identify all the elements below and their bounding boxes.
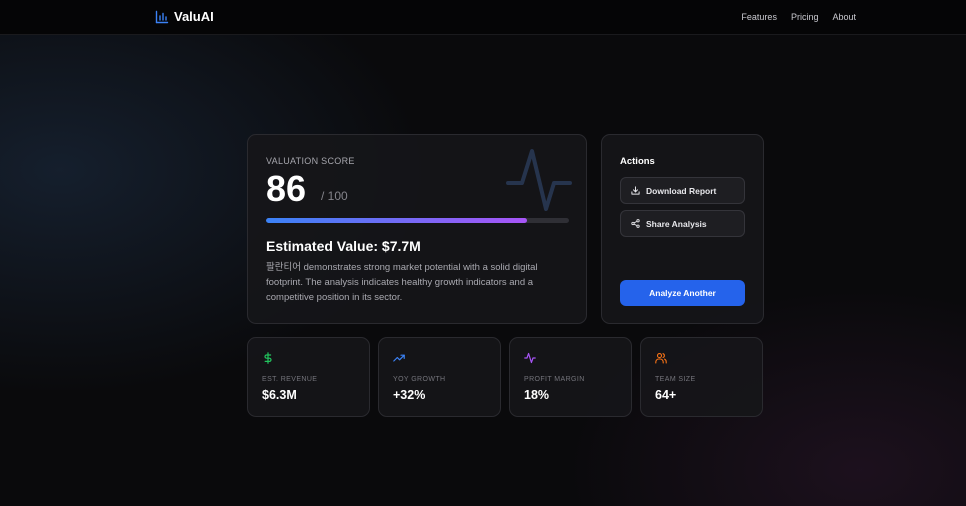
score-progress-bar <box>266 218 569 223</box>
valuation-score-card: VALUATION SCORE 86 / 100 Estimated Value… <box>247 134 587 324</box>
download-icon <box>631 186 640 195</box>
stat-card-growth: YOY GROWTH +32% <box>378 337 501 417</box>
main-nav: Features Pricing About <box>741 12 856 22</box>
pulse-watermark-icon <box>506 149 572 211</box>
download-report-button[interactable]: Download Report <box>620 177 745 204</box>
stat-value: $6.3M <box>262 388 297 402</box>
top-navbar: ValuAI Features Pricing About <box>0 0 966 35</box>
stat-label: YOY GROWTH <box>393 376 446 383</box>
share-icon <box>631 219 640 228</box>
actions-card: Actions Download Report Share Analysis A… <box>601 134 764 324</box>
stat-card-revenue: EST. REVENUE $6.3M <box>247 337 370 417</box>
share-analysis-label: Share Analysis <box>646 218 707 229</box>
dollar-icon <box>264 352 272 364</box>
analyze-another-button[interactable]: Analyze Another <box>620 280 745 306</box>
stat-card-team: TEAM SIZE 64+ <box>640 337 763 417</box>
logo-text: ValuAI <box>174 9 214 24</box>
estimated-value: Estimated Value: $7.7M <box>266 238 421 254</box>
score-value: 86 <box>266 168 307 209</box>
trending-up-icon <box>393 354 405 362</box>
users-icon <box>655 353 667 364</box>
score-progress-fill <box>266 218 527 223</box>
logo[interactable]: ValuAI <box>155 9 214 24</box>
score-label: VALUATION SCORE <box>266 156 355 166</box>
share-analysis-button[interactable]: Share Analysis <box>620 210 745 237</box>
download-report-label: Download Report <box>646 185 717 196</box>
analysis-description: 팔란티어 demonstrates strong market potentia… <box>266 262 538 303</box>
bar-chart-icon <box>155 10 169 23</box>
actions-title: Actions <box>620 156 655 167</box>
stat-card-margin: PROFIT MARGIN 18% <box>509 337 632 417</box>
nav-link-pricing[interactable]: Pricing <box>790 12 819 22</box>
stat-value: 18% <box>524 388 550 402</box>
nav-link-features[interactable]: Features <box>741 12 777 22</box>
activity-icon <box>524 352 536 364</box>
score-max: / 100 <box>321 189 348 203</box>
stat-value: 64+ <box>655 388 677 402</box>
nav-link-about[interactable]: About <box>832 12 856 22</box>
stat-label: EST. REVENUE <box>262 376 318 383</box>
stat-label: PROFIT MARGIN <box>524 376 585 383</box>
stat-value: +32% <box>393 388 426 402</box>
stat-label: TEAM SIZE <box>655 376 696 383</box>
